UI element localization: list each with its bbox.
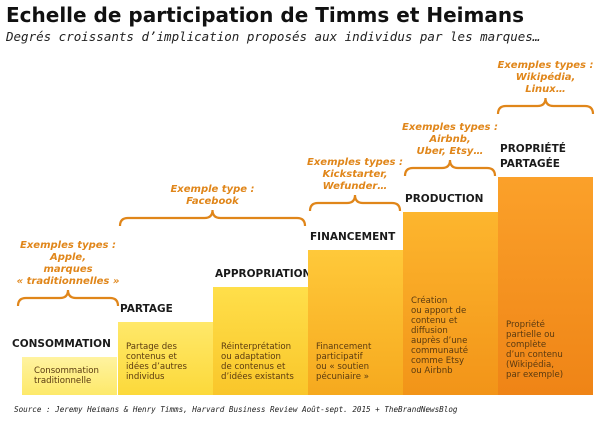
step-description: Partage des: [126, 342, 177, 352]
step-label: PRODUCTION: [405, 193, 483, 205]
step-description: ou adaptation: [221, 352, 281, 362]
step-description: Propriété: [506, 319, 545, 330]
step-description: par exemple): [506, 370, 563, 380]
step-description: ou « soutien: [316, 362, 369, 372]
example-text: Uber, Etsy…: [417, 146, 484, 157]
step-label: FINANCEMENT: [310, 231, 396, 243]
bracket: [308, 194, 402, 212]
step-label: PARTAGE: [120, 303, 173, 315]
example-text: Wefunder…: [323, 181, 388, 192]
step-description: diffusion: [411, 326, 448, 336]
step-description: comme Etsy: [411, 356, 464, 366]
step-description: contenu et: [411, 316, 458, 326]
bracket: [496, 97, 595, 115]
step-description: Consommation: [34, 366, 99, 376]
bracket: [16, 289, 120, 307]
step-block: [118, 322, 213, 395]
subtitle: Degrés croissants d’implication proposés…: [5, 29, 540, 44]
step-label: PROPRIÉTÉ: [500, 142, 566, 155]
step-description: Financement: [316, 342, 372, 352]
step-description: traditionnelle: [34, 376, 91, 386]
title: Echelle de participation de Timms et Hei…: [6, 3, 524, 27]
example-text: Exemples types :: [307, 157, 403, 168]
step-description: Réinterprétation: [221, 341, 291, 352]
step-block: [403, 212, 498, 395]
example-text: Exemples types :: [498, 60, 594, 71]
example-text: Wikipédia,: [516, 71, 576, 83]
step-description: participatif: [316, 352, 364, 362]
example-text: Exemples types :: [402, 122, 498, 133]
example-text: Facebook: [186, 196, 240, 207]
step-description: ou apport de: [411, 306, 466, 316]
example-text: Linux…: [525, 84, 566, 95]
step-label: PARTAGÉE: [500, 157, 560, 170]
step-description: auprès d’une: [411, 335, 467, 346]
step-label: APPROPRIATION: [215, 268, 311, 280]
step-block: [308, 250, 403, 395]
step-description: contenus et: [126, 352, 177, 362]
step-description: partielle ou: [506, 330, 555, 340]
step-description: ou Airbnb: [411, 366, 453, 376]
step-description: de contenus et: [221, 362, 286, 372]
example-text: Exemple type :: [170, 184, 254, 195]
example-text: Apple,: [49, 252, 86, 263]
step-description: communauté: [411, 345, 468, 356]
step-description: idées d’autres: [126, 361, 188, 372]
example-text: marques: [43, 264, 92, 275]
example-text: « traditionnelles »: [17, 276, 120, 287]
step-description: d’idées existants: [221, 371, 294, 382]
step-description: complète: [506, 339, 546, 350]
step-description: (Wikipédia,: [506, 359, 554, 370]
step-block: [498, 177, 593, 395]
step-block: [22, 357, 117, 395]
step-description: Création: [411, 295, 447, 306]
example-text: Exemples types :: [20, 240, 116, 251]
bracket: [118, 209, 307, 227]
step-block: [213, 287, 308, 395]
example-text: Kickstarter,: [323, 169, 388, 180]
step-description: d’un contenu: [506, 350, 563, 360]
source: Source : Jeremy Heimans & Henry Timms, H…: [14, 405, 458, 414]
step-label: CONSOMMATION: [12, 338, 111, 350]
example-text: Airbnb,: [428, 134, 470, 145]
bracket: [403, 159, 497, 177]
step-description: pécuniaire »: [316, 371, 369, 382]
step-description: individus: [126, 372, 165, 382]
